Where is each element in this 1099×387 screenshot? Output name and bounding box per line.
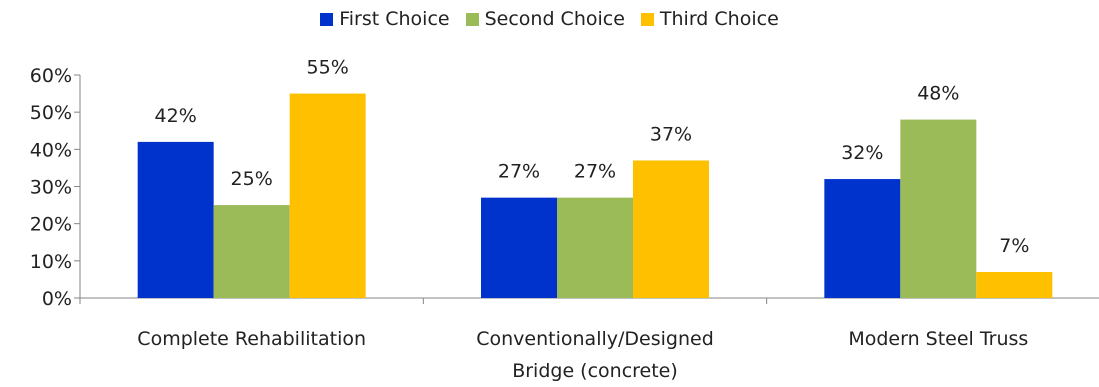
bar-third-choice <box>976 271 1053 298</box>
bar-first-choice <box>481 197 557 298</box>
x-category-label: Bridge (concrete) <box>512 360 678 382</box>
bar-first-choice <box>824 179 901 298</box>
legend-label-third-choice: Third Choice <box>659 8 779 30</box>
bar-third-choice <box>633 160 709 298</box>
bar-second-choice <box>900 119 977 298</box>
legend: First Choice Second Choice Third Choice <box>0 8 1099 30</box>
data-label: 55% <box>307 57 349 79</box>
y-tick-label: 20% <box>30 214 72 236</box>
data-label: 27% <box>574 161 616 183</box>
y-tick-label: 10% <box>30 251 72 273</box>
x-category-label: Conventionally/Designed <box>476 328 714 350</box>
bar-second-choice <box>557 197 633 298</box>
y-tick-label: 0% <box>42 288 72 310</box>
y-tick-label: 30% <box>30 177 72 199</box>
data-label: 42% <box>155 105 197 127</box>
bar-second-choice <box>213 205 290 298</box>
data-label: 48% <box>917 83 959 105</box>
legend-swatch-third-choice <box>640 12 654 26</box>
y-tick-label: 40% <box>30 139 72 161</box>
y-tick-label: 50% <box>30 102 72 124</box>
x-category-label: Modern Steel Truss <box>848 328 1028 350</box>
legend-swatch-second-choice <box>465 12 479 26</box>
legend-item-third-choice: Third Choice <box>640 8 779 30</box>
legend-item-second-choice: Second Choice <box>465 8 625 30</box>
bar-third-choice <box>289 93 366 298</box>
data-label: 37% <box>650 123 692 145</box>
legend-item-first-choice: First Choice <box>320 8 450 30</box>
data-label: 7% <box>999 235 1029 257</box>
y-tick-label: 60% <box>30 65 72 87</box>
bar-first-choice <box>137 141 214 298</box>
legend-label-second-choice: Second Choice <box>484 8 625 30</box>
data-label: 32% <box>841 142 883 164</box>
data-label: 27% <box>498 161 540 183</box>
legend-label-first-choice: First Choice <box>339 8 450 30</box>
data-label: 25% <box>231 168 273 190</box>
x-category-label: Complete Rehabilitation <box>137 328 366 350</box>
legend-swatch-first-choice <box>320 12 334 26</box>
